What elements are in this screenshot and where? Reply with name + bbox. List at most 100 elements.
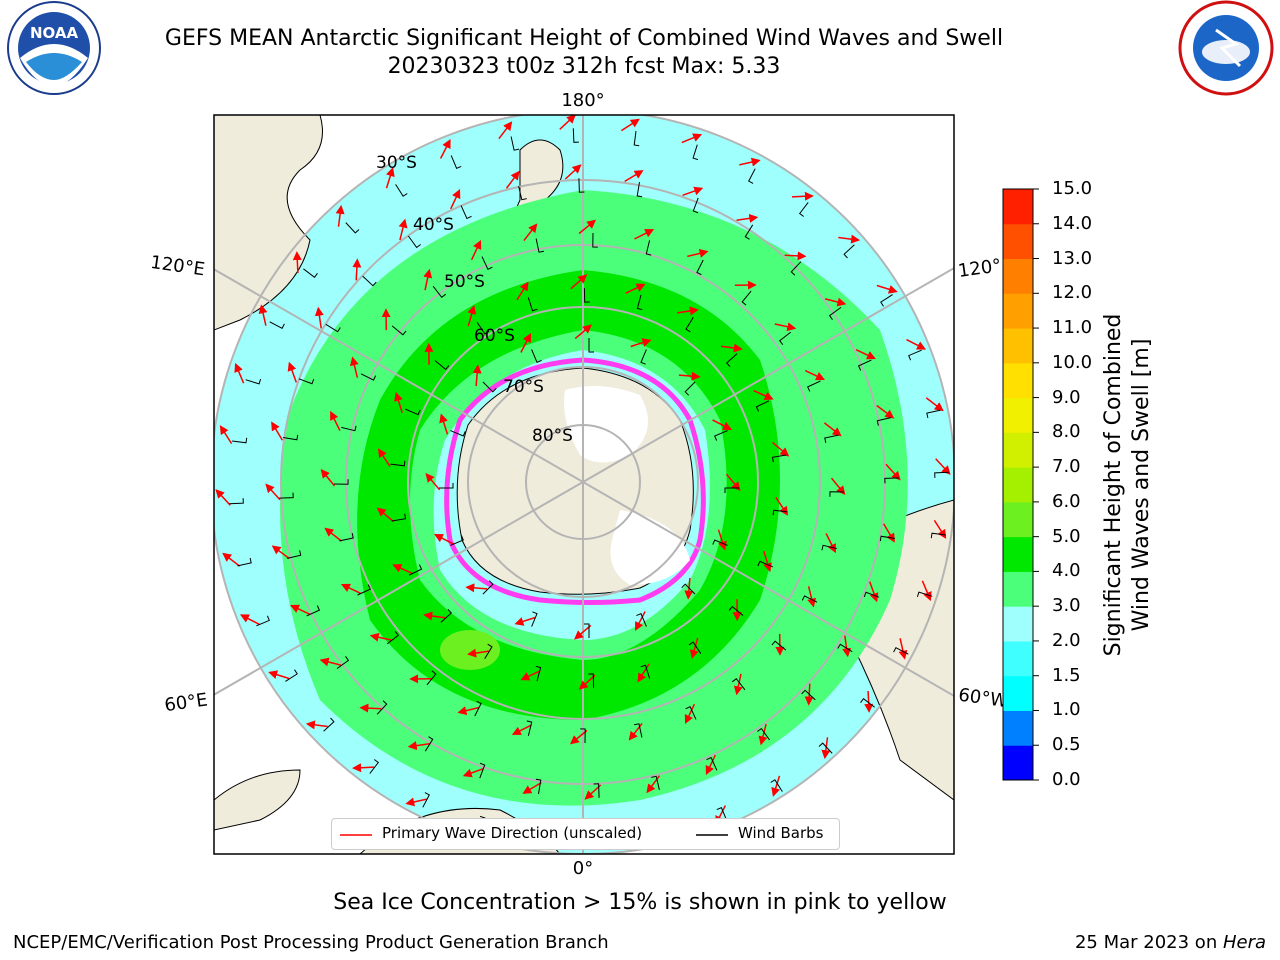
wind-barb <box>829 491 845 497</box>
wind-barb <box>422 792 430 808</box>
colorbar-segment <box>1003 258 1033 294</box>
wave-arrow <box>774 322 797 332</box>
wave-arrow <box>687 248 709 258</box>
wave-arrow <box>465 583 488 593</box>
wave-arrow <box>689 637 699 660</box>
wave-arrow <box>470 239 482 261</box>
wind-barb <box>731 677 746 691</box>
colorbar-tick-label: 8.0 <box>1052 421 1081 443</box>
wind-barb <box>479 762 486 779</box>
colorbar-tick-label: 13.0 <box>1052 247 1093 269</box>
wave-arrow <box>646 775 661 794</box>
lat-label-70s: 70°S <box>503 377 544 397</box>
antarctica-ice-shelf-ross <box>564 386 648 463</box>
footer-host: Hera <box>1222 932 1266 953</box>
colorbar-segment <box>1003 189 1033 225</box>
colorbar-segment <box>1003 328 1033 364</box>
wind-barb <box>696 259 704 276</box>
wind-barb <box>724 487 739 493</box>
wave-arrow <box>376 507 394 523</box>
wave-arrow <box>324 527 343 542</box>
wind-barb <box>474 700 482 717</box>
wave-arrow <box>864 690 874 713</box>
wind-barb <box>828 306 842 320</box>
wind-barb <box>771 640 787 651</box>
wave-arrow <box>717 529 727 551</box>
wind-barb <box>790 261 802 276</box>
legend-wave-label: Primary Wave Direction (unscaled) <box>382 824 643 842</box>
wind-barb <box>424 736 434 752</box>
wave-arrow <box>678 371 701 381</box>
wave-arrow <box>684 703 696 725</box>
footer-date: 25 Mar 2023 on Hera <box>1075 932 1266 953</box>
wave-arrow <box>682 186 704 197</box>
wave-arrow <box>239 614 260 626</box>
wave-arrow <box>369 632 392 642</box>
wave-arrow <box>763 550 772 573</box>
wind-barb <box>712 539 728 546</box>
colorbar-segment <box>1003 640 1033 677</box>
wave-arrow <box>733 673 743 696</box>
wave-arrow <box>753 389 774 400</box>
lon-label-60e: 60°E <box>163 689 209 716</box>
wave-arrow <box>578 219 597 235</box>
colorbar-segment <box>1003 675 1033 711</box>
wind-barb <box>755 400 770 412</box>
wave-arrow <box>569 729 588 745</box>
antarctica-ice-shelf-weddell <box>610 510 690 585</box>
wave-arrow <box>681 133 703 144</box>
colorbar-segment <box>1003 571 1033 607</box>
wind-barb <box>681 583 696 595</box>
wind-barb <box>386 630 400 645</box>
wave-field-5-6m <box>440 630 500 670</box>
wave-arrow <box>450 189 461 210</box>
colorbar-tick-label: 6.0 <box>1052 490 1081 512</box>
wind-barb <box>232 437 248 444</box>
wind-barb <box>741 290 752 306</box>
colorbar-segment <box>1003 223 1033 260</box>
wave-arrow <box>824 297 847 307</box>
wave-arrow <box>290 604 311 615</box>
wind-barb <box>863 591 880 598</box>
wind-barb <box>303 268 318 279</box>
wind-barb <box>580 728 586 744</box>
wind-barb <box>879 535 895 542</box>
wave-arrow <box>523 223 538 242</box>
wind-barb <box>323 717 335 732</box>
colorbar-border <box>1002 188 1034 781</box>
lon-label-60w: 60°W <box>957 684 1009 712</box>
colorbar-title-line1: Significant Height of Combined <box>1101 313 1126 657</box>
wind-barb <box>341 425 357 432</box>
wave-arrow <box>352 258 362 281</box>
wind-barb <box>390 460 406 467</box>
wave-arrow <box>271 421 284 441</box>
wave-arrow <box>433 534 454 545</box>
wave-arrow <box>584 784 602 800</box>
colorbar-segment <box>1003 362 1033 399</box>
colorbar-segment <box>1003 710 1033 746</box>
wind-barb <box>306 605 321 617</box>
wave-arrow <box>791 191 814 201</box>
wind-barb <box>930 532 946 539</box>
colorbar-segment <box>1003 745 1033 781</box>
wind-barb <box>757 727 771 741</box>
sea-ice-edge <box>444 357 706 605</box>
wind-barb <box>325 323 341 333</box>
australia-land <box>214 115 323 331</box>
wave-arrow <box>570 274 588 290</box>
wind-barb <box>583 288 590 303</box>
wave-arrow <box>405 797 427 807</box>
colorbar-tick-label: 0.0 <box>1052 769 1081 790</box>
wave-arrow <box>906 338 927 350</box>
map-legend: Primary Wave Direction (unscaled) Wind B… <box>331 818 840 850</box>
wind-barb <box>744 224 754 240</box>
wave-arrow <box>925 397 944 412</box>
wind-barb <box>824 434 839 443</box>
colorbar-segment <box>1003 501 1033 538</box>
wave-arrow <box>222 552 241 567</box>
wind-barb <box>772 509 788 516</box>
wind-barb <box>439 483 454 489</box>
wind-barb <box>484 643 493 659</box>
wind-barb <box>651 775 660 791</box>
wave-arrow <box>407 741 430 751</box>
